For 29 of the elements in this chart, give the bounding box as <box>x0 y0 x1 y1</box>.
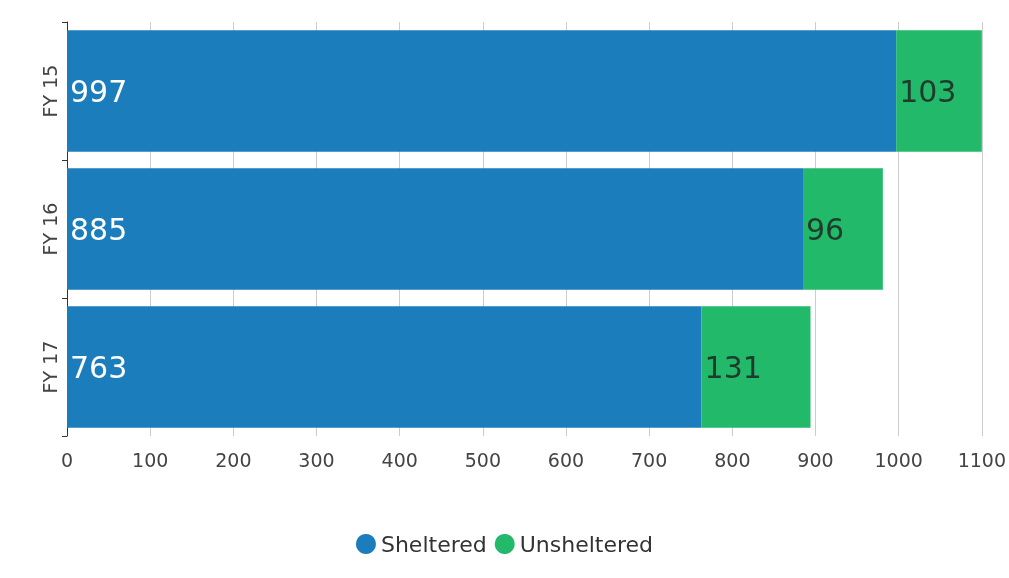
x-tick-label: 0 <box>60 448 74 471</box>
data-label: 103 <box>899 73 957 109</box>
bar <box>803 168 883 290</box>
bar <box>896 30 982 152</box>
x-tick-label: 700 <box>631 448 668 471</box>
legend-label: Unsheltered <box>519 531 654 557</box>
bar <box>701 306 811 428</box>
y-tick-label: FY 15 <box>38 64 61 118</box>
y-tick-label: FY 17 <box>38 340 61 394</box>
legend-label: Sheltered <box>380 531 487 557</box>
bar <box>67 168 804 290</box>
x-tick-label: 1100 <box>957 448 1006 471</box>
x-tick-label: 1000 <box>874 448 923 471</box>
bar <box>67 306 702 428</box>
data-label: 997 <box>70 73 128 109</box>
data-label: 131 <box>704 349 762 385</box>
data-label: 763 <box>70 349 128 385</box>
x-tick-label: 800 <box>714 448 751 471</box>
x-tick-label: 900 <box>797 448 834 471</box>
x-tick-label: 300 <box>298 448 335 471</box>
y-tick-label: FY 16 <box>38 202 61 256</box>
x-tick-label: 200 <box>215 448 252 471</box>
data-label: 96 <box>806 211 845 247</box>
bar <box>67 30 897 152</box>
x-tick-label: 600 <box>547 448 585 471</box>
x-tick-label: 100 <box>132 448 169 471</box>
x-tick-label: 400 <box>381 448 418 471</box>
x-tick-label: 500 <box>464 448 501 471</box>
data-label: 885 <box>70 211 128 247</box>
